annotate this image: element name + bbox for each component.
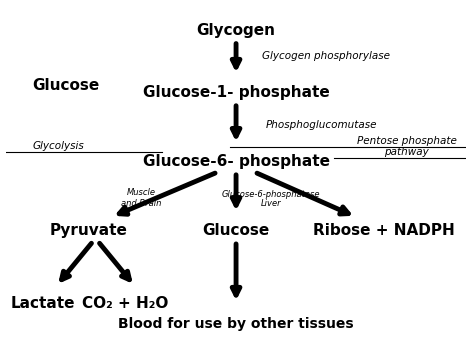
Text: Muscle
and Brain: Muscle and Brain bbox=[121, 188, 162, 208]
Text: Glucose-1- phosphate: Glucose-1- phosphate bbox=[143, 85, 329, 100]
Text: Pyruvate: Pyruvate bbox=[50, 223, 128, 238]
Text: Phosphoglucomutase: Phosphoglucomutase bbox=[265, 120, 377, 131]
Text: Glucose-6-phosphatase: Glucose-6-phosphatase bbox=[221, 190, 320, 199]
Text: Glucose-6- phosphate: Glucose-6- phosphate bbox=[143, 154, 329, 169]
Text: Glycolysis: Glycolysis bbox=[33, 141, 84, 151]
Text: CO₂ + H₂O: CO₂ + H₂O bbox=[82, 296, 169, 311]
Text: Glucose: Glucose bbox=[32, 78, 99, 93]
Text: Blood for use by other tissues: Blood for use by other tissues bbox=[118, 317, 354, 331]
Text: Ribose + NADPH: Ribose + NADPH bbox=[313, 223, 455, 238]
Text: Pentose phosphate: Pentose phosphate bbox=[356, 135, 456, 146]
Text: Glucose: Glucose bbox=[202, 223, 270, 238]
Text: Glycogen: Glycogen bbox=[197, 23, 275, 38]
Text: Liver: Liver bbox=[260, 199, 281, 208]
Text: pathway: pathway bbox=[384, 147, 429, 157]
Text: Glycogen phosphorylase: Glycogen phosphorylase bbox=[262, 51, 390, 61]
Text: Lactate: Lactate bbox=[10, 296, 75, 311]
